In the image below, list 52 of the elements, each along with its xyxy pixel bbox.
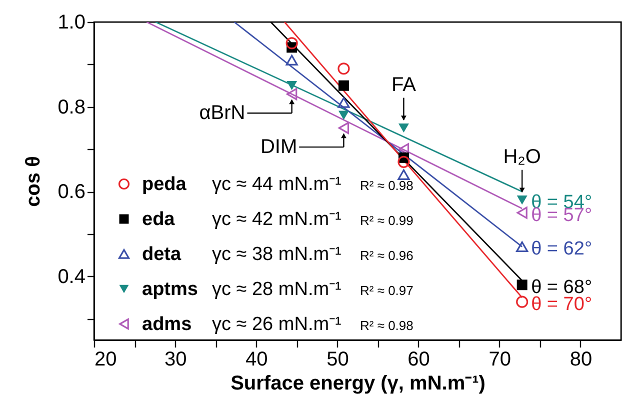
legend-label: deta (142, 244, 182, 265)
legend-label: eda (142, 209, 176, 230)
y-tick-label: 0.4 (58, 266, 86, 288)
legend-label: aptms (142, 279, 198, 300)
x-tick-label: 40 (246, 348, 268, 370)
annotation: DIM (260, 136, 298, 158)
annotation: γc ≈ 26 mN.m⁻¹ (212, 314, 342, 335)
annotation: αBrN (199, 102, 246, 124)
point (516, 241, 528, 252)
x-axis-title: Surface energy (γ, mN.m⁻¹) (230, 372, 486, 394)
legend-label: adms (142, 314, 192, 335)
annotation: H₂O (503, 146, 541, 168)
annotation: R² ≈ 0.99 (360, 213, 414, 228)
annotation: γc ≈ 42 mN.m⁻¹ (212, 209, 342, 230)
point (398, 123, 409, 133)
point (286, 37, 298, 50)
point (338, 97, 350, 108)
point (516, 196, 528, 205)
annotation: γc ≈ 44 mN.m⁻¹ (212, 174, 342, 195)
x-tick-label: 60 (408, 348, 430, 370)
point (398, 143, 410, 156)
x-tick-label: 80 (570, 348, 592, 370)
y-tick-label: 1.0 (58, 12, 86, 34)
point (286, 81, 298, 90)
point (286, 54, 298, 66)
annotation: R² ≈ 0.97 (360, 283, 414, 298)
annotation: R² ≈ 0.98 (360, 178, 414, 193)
x-tick-label: 30 (164, 348, 187, 370)
annotation: γc ≈ 38 mN.m⁻¹ (212, 244, 342, 265)
point (286, 88, 298, 100)
x-tick-label: 70 (488, 348, 512, 370)
annotation: FA (391, 74, 417, 96)
point (516, 206, 528, 219)
point (398, 169, 410, 180)
point (338, 80, 349, 91)
point (338, 122, 350, 134)
point (398, 156, 410, 168)
x-tick-label: 20 (94, 348, 117, 370)
x-tick-label: 50 (326, 348, 349, 370)
point (516, 280, 528, 290)
annotation: R² ≈ 0.96 (360, 248, 414, 263)
annotation: R² ≈ 0.98 (360, 318, 414, 333)
point (516, 296, 528, 308)
point (338, 110, 349, 120)
annotation: θ = 70° (531, 294, 592, 315)
legend-label: peda (142, 174, 187, 195)
annotation: γc ≈ 28 mN.m⁻¹ (212, 279, 342, 300)
point (338, 62, 350, 75)
annotation: θ = 62° (531, 238, 592, 260)
y-tick-label: 0.6 (58, 181, 86, 204)
y-tick-label: 0.8 (58, 96, 86, 118)
y-axis-title: cos θ (22, 156, 45, 207)
